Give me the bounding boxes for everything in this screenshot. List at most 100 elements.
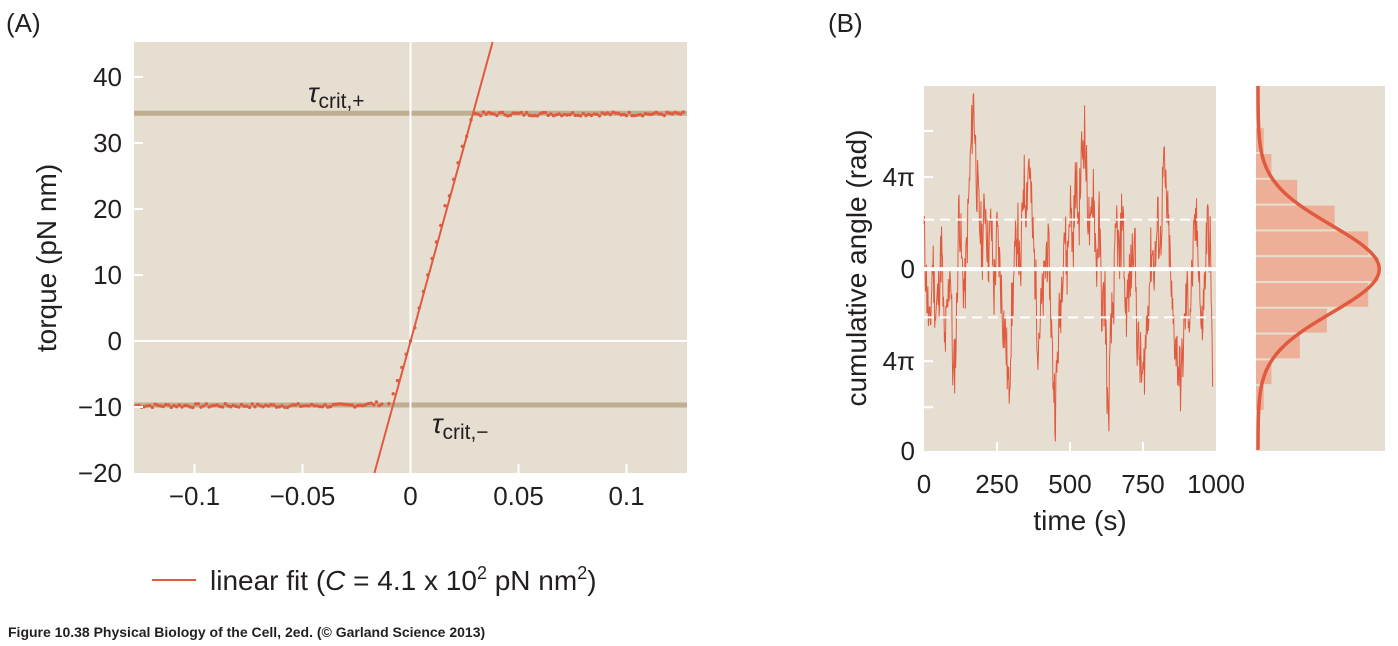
data-point [662, 113, 667, 118]
y-tick-label-b: 4π [883, 162, 915, 192]
data-point [156, 403, 160, 408]
data-point [237, 405, 241, 409]
data-point [603, 112, 607, 116]
y-tick-label-b: 0 [901, 254, 915, 284]
data-point [336, 402, 341, 406]
data-point [657, 112, 661, 116]
data-point [223, 402, 227, 406]
data-point [261, 405, 265, 409]
panel-a-chart: −20 −10 0 10 20 30 40 −0.1 −0.05 0 0.05 0.1 torque … [31, 41, 687, 511]
data-point [201, 404, 206, 408]
data-point [255, 402, 260, 406]
data-point [546, 113, 550, 118]
data-point [551, 114, 556, 118]
data-point [492, 112, 496, 116]
data-point [312, 404, 317, 408]
data-point [387, 401, 391, 406]
data-point [377, 403, 381, 408]
data-point [142, 404, 146, 409]
data-point [487, 110, 491, 115]
data-point [395, 378, 400, 383]
histogram-bar [1256, 205, 1335, 230]
data-point [293, 403, 298, 407]
y-tick-label-a: −20 [78, 458, 122, 488]
data-point [193, 402, 198, 406]
data-point [291, 403, 295, 407]
data-point [641, 114, 645, 118]
y-tick-label-a: 30 [93, 128, 122, 158]
data-point [676, 111, 680, 115]
data-point [530, 114, 534, 118]
data-point [207, 405, 211, 409]
data-point [651, 112, 656, 116]
data-point [589, 113, 594, 118]
data-point [632, 113, 637, 118]
data-point [334, 402, 338, 406]
histogram-bar [1256, 257, 1379, 281]
data-point [635, 113, 640, 117]
x-tick-label-a: −0.05 [270, 481, 336, 511]
data-point [654, 110, 658, 115]
data-point [500, 110, 505, 115]
data-point [511, 111, 515, 115]
data-point [608, 112, 613, 117]
data-point [361, 404, 365, 408]
data-point [627, 110, 631, 115]
data-point [304, 403, 308, 408]
data-point [665, 110, 669, 115]
data-point [484, 112, 488, 116]
data-point [489, 111, 494, 116]
data-point [239, 402, 244, 407]
data-point [228, 405, 233, 409]
y-tick-label-a: 40 [93, 62, 122, 92]
histogram-panel [1256, 85, 1385, 451]
data-point [554, 113, 559, 117]
data-point [212, 403, 217, 408]
tau-crit-minus-label: τcrit,− [432, 408, 489, 444]
data-point [538, 112, 542, 116]
data-point [266, 404, 271, 408]
data-point [374, 400, 379, 404]
data-point [280, 404, 284, 408]
data-point [299, 404, 303, 409]
data-point [288, 404, 292, 408]
data-point [565, 113, 569, 117]
data-point [363, 403, 368, 407]
x-tick-label-a: −0.1 [169, 481, 220, 511]
data-point [543, 110, 548, 115]
x-tick-label-b: 500 [1048, 469, 1091, 499]
data-point [560, 113, 564, 118]
data-point [147, 403, 152, 408]
x-tick-label-a: 0.1 [608, 481, 644, 511]
data-point [506, 114, 510, 118]
x-axis-label-b: time (s) [1033, 505, 1126, 536]
data-point [562, 112, 567, 117]
data-point [345, 402, 349, 407]
data-point [497, 111, 502, 115]
x-tick-label-b: 250 [975, 469, 1018, 499]
angle-trace [923, 93, 1214, 442]
data-point [247, 405, 252, 410]
x-tick-label-b: 750 [1121, 469, 1164, 499]
data-point [210, 404, 214, 408]
panel-b-label: (B) [828, 8, 863, 38]
data-point [570, 111, 575, 115]
data-point [153, 402, 157, 406]
data-point [508, 113, 513, 118]
data-point [277, 405, 281, 409]
data-point [369, 401, 373, 405]
data-point [191, 405, 195, 410]
data-point [166, 403, 171, 407]
data-point [358, 403, 362, 408]
data-point [320, 405, 325, 409]
data-point [234, 404, 238, 409]
data-point [522, 113, 526, 117]
legend: linear fit (C = 4.1 x 102 pN nm2) [152, 563, 597, 596]
data-point [643, 111, 648, 116]
data-point [541, 110, 545, 115]
data-point [250, 402, 254, 406]
data-point [245, 404, 249, 408]
data-point [576, 113, 580, 117]
data-point [307, 404, 311, 408]
